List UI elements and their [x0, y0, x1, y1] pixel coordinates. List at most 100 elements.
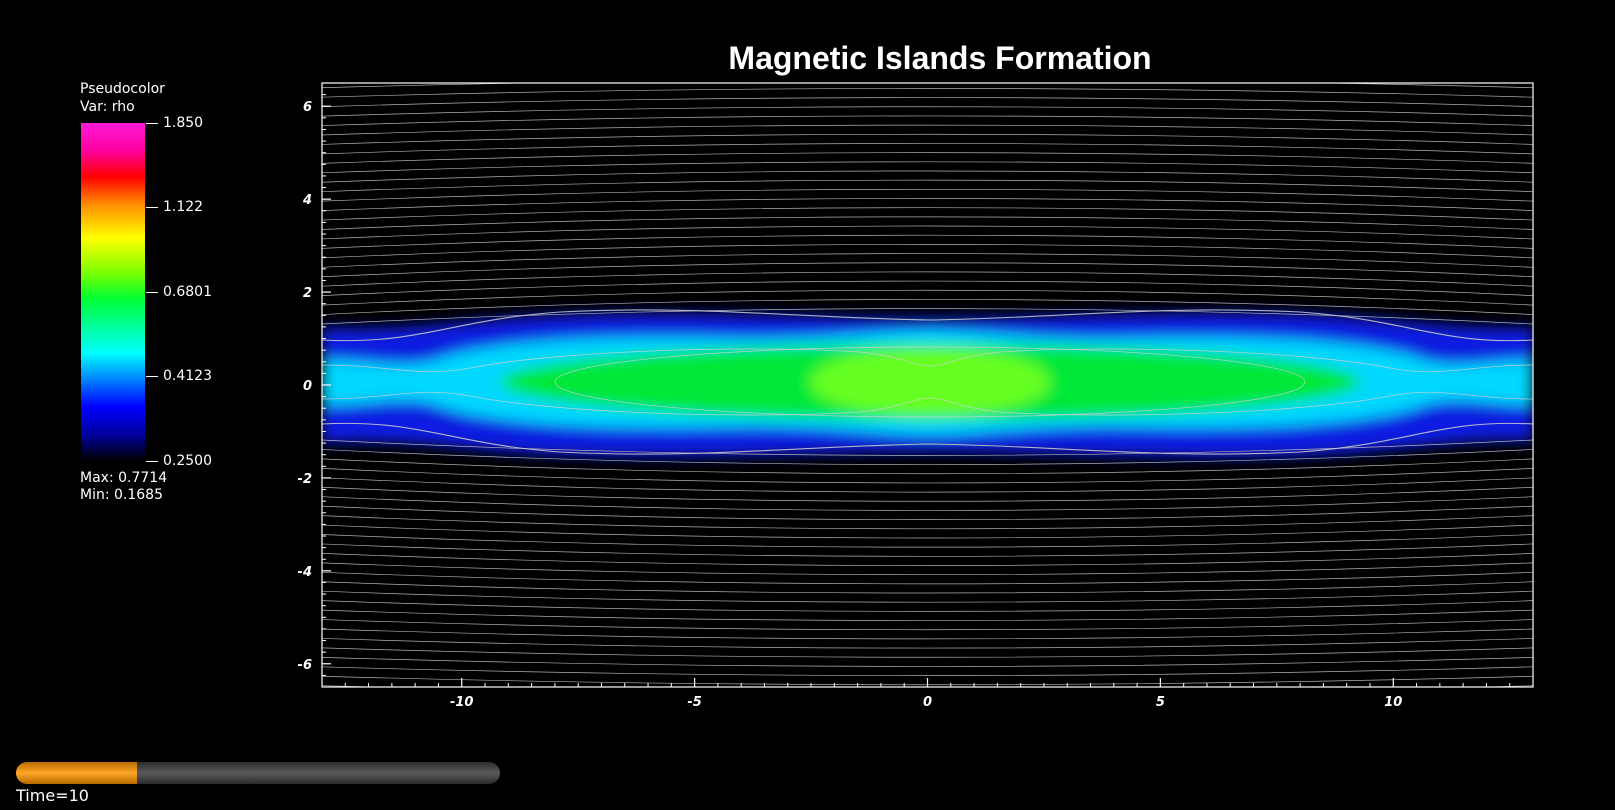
- y-tick-label: -6: [298, 658, 312, 673]
- field-line-upper: [322, 244, 1533, 259]
- separatrix-upper: [322, 309, 1533, 342]
- field-line-upper: [322, 97, 1533, 107]
- x-tick-label: 0: [923, 695, 932, 710]
- x-tick-label: -10: [450, 695, 474, 710]
- x-tick-label: 10: [1384, 695, 1402, 710]
- field-line-upper: [322, 225, 1533, 240]
- field-line-lower: [322, 553, 1533, 566]
- field-line-upper: [322, 308, 1533, 325]
- colorbar-tick: [146, 376, 158, 377]
- chart-title: Magnetic Islands Formation: [728, 40, 1152, 76]
- field-line-upper: [322, 33, 1533, 40]
- colorbar-tick: [146, 461, 158, 462]
- field-line-lower: [322, 657, 1533, 667]
- field-line-upper: [322, 216, 1533, 230]
- field-line-upper: [322, 289, 1533, 306]
- field-line-upper: [322, 43, 1533, 50]
- field-line-lower: [322, 609, 1533, 621]
- island-contour: [554, 346, 1306, 418]
- field-line-upper: [322, 124, 1533, 136]
- density-field: [322, 6, 1533, 758]
- field-line-lower: [322, 714, 1533, 721]
- field-line-upper: [322, 253, 1533, 268]
- field-line-lower: [322, 628, 1533, 640]
- colorbar-tick: [146, 207, 158, 208]
- field-line-lower: [322, 534, 1533, 548]
- time-label: Time=10: [16, 786, 89, 805]
- field-line-lower: [322, 458, 1533, 475]
- colorbar-label: 0.6801: [163, 284, 212, 300]
- field-line-upper: [322, 299, 1533, 315]
- field-line-upper: [322, 262, 1533, 278]
- time-slider-fill: [16, 762, 137, 784]
- legend-variable: Var: rho: [80, 99, 135, 115]
- field-line-upper: [322, 106, 1533, 117]
- field-line-lower: [322, 468, 1533, 484]
- field-line-lower: [322, 638, 1533, 649]
- field-line-upper: [322, 234, 1533, 249]
- field-green-core: [810, 348, 1050, 416]
- field-line-lower: [322, 571, 1533, 585]
- field-line-lower: [322, 724, 1533, 731]
- field-line-lower: [322, 619, 1533, 631]
- field-line-lower: [322, 581, 1533, 594]
- inner-contour-upper: [322, 348, 1533, 373]
- field-line-lower: [322, 449, 1533, 465]
- field-line-lower: [322, 600, 1533, 612]
- time-slider[interactable]: [16, 762, 500, 784]
- field-line-upper: [322, 143, 1533, 155]
- field-line-upper: [322, 188, 1533, 202]
- separatrix-lower: [322, 422, 1533, 455]
- field-line-upper: [322, 61, 1533, 69]
- field-line-lower: [322, 439, 1533, 456]
- field-line-lower: [322, 752, 1533, 758]
- field-line-upper: [322, 198, 1533, 211]
- field-line-upper: [322, 6, 1533, 12]
- field-line-lower: [322, 543, 1533, 557]
- legend-max-value: Max: 0.7714: [80, 470, 168, 486]
- colorbar-tick: [146, 123, 158, 124]
- field-line-upper: [322, 280, 1533, 296]
- x-tick-label: -5: [687, 695, 701, 710]
- field-line-upper: [322, 88, 1533, 98]
- field-line-upper: [322, 271, 1533, 287]
- inner-contour-lower: [322, 391, 1533, 416]
- axis-ticks: -10 -5 0 5 10 6 4 2 0 -2 -4 -6: [298, 82, 1534, 710]
- field-line-upper: [322, 115, 1533, 126]
- field-line-lower: [322, 496, 1533, 511]
- field-line-lower: [322, 477, 1533, 493]
- field-line-lower: [322, 505, 1533, 520]
- y-tick-label: 6: [303, 100, 312, 115]
- legend-min-value: Min: 0.1685: [80, 487, 163, 503]
- y-tick-label: -4: [298, 565, 312, 580]
- y-tick-label: 0: [303, 379, 312, 394]
- field-line-upper: [322, 15, 1533, 22]
- legend-plot-type: Pseudocolor: [80, 81, 165, 97]
- colorbar-label-min: 0.2500: [163, 453, 212, 469]
- colorbar-label-max: 1.850: [163, 115, 204, 131]
- field-line-upper: [322, 24, 1533, 31]
- field-line-upper: [322, 161, 1533, 174]
- colorbar-label: 1.122: [163, 199, 204, 215]
- y-tick-label: -2: [298, 472, 312, 487]
- field-line-lower: [322, 515, 1533, 530]
- field-line-lower: [322, 666, 1533, 676]
- field-line-upper: [322, 152, 1533, 164]
- field-line-upper: [322, 133, 1533, 145]
- colorbar-tick: [146, 292, 158, 293]
- field-line-lower: [322, 742, 1533, 749]
- field-line-upper: [322, 52, 1533, 60]
- field-line-lower: [322, 486, 1533, 502]
- colorbar-legend: Pseudocolor Var: rho 1.850 1.122 0.6801 …: [80, 80, 280, 503]
- colorbar: [81, 123, 145, 461]
- field-line-upper: [322, 170, 1533, 183]
- field-line-upper: [322, 70, 1533, 78]
- field-line-lower: [322, 590, 1533, 603]
- y-tick-label: 2: [303, 286, 312, 301]
- field-line-lower: [322, 647, 1533, 658]
- y-tick-label: 4: [302, 193, 312, 208]
- field-line-lower: [322, 733, 1533, 740]
- field-line-upper: [322, 179, 1533, 193]
- colorbar-label: 0.4123: [163, 368, 212, 384]
